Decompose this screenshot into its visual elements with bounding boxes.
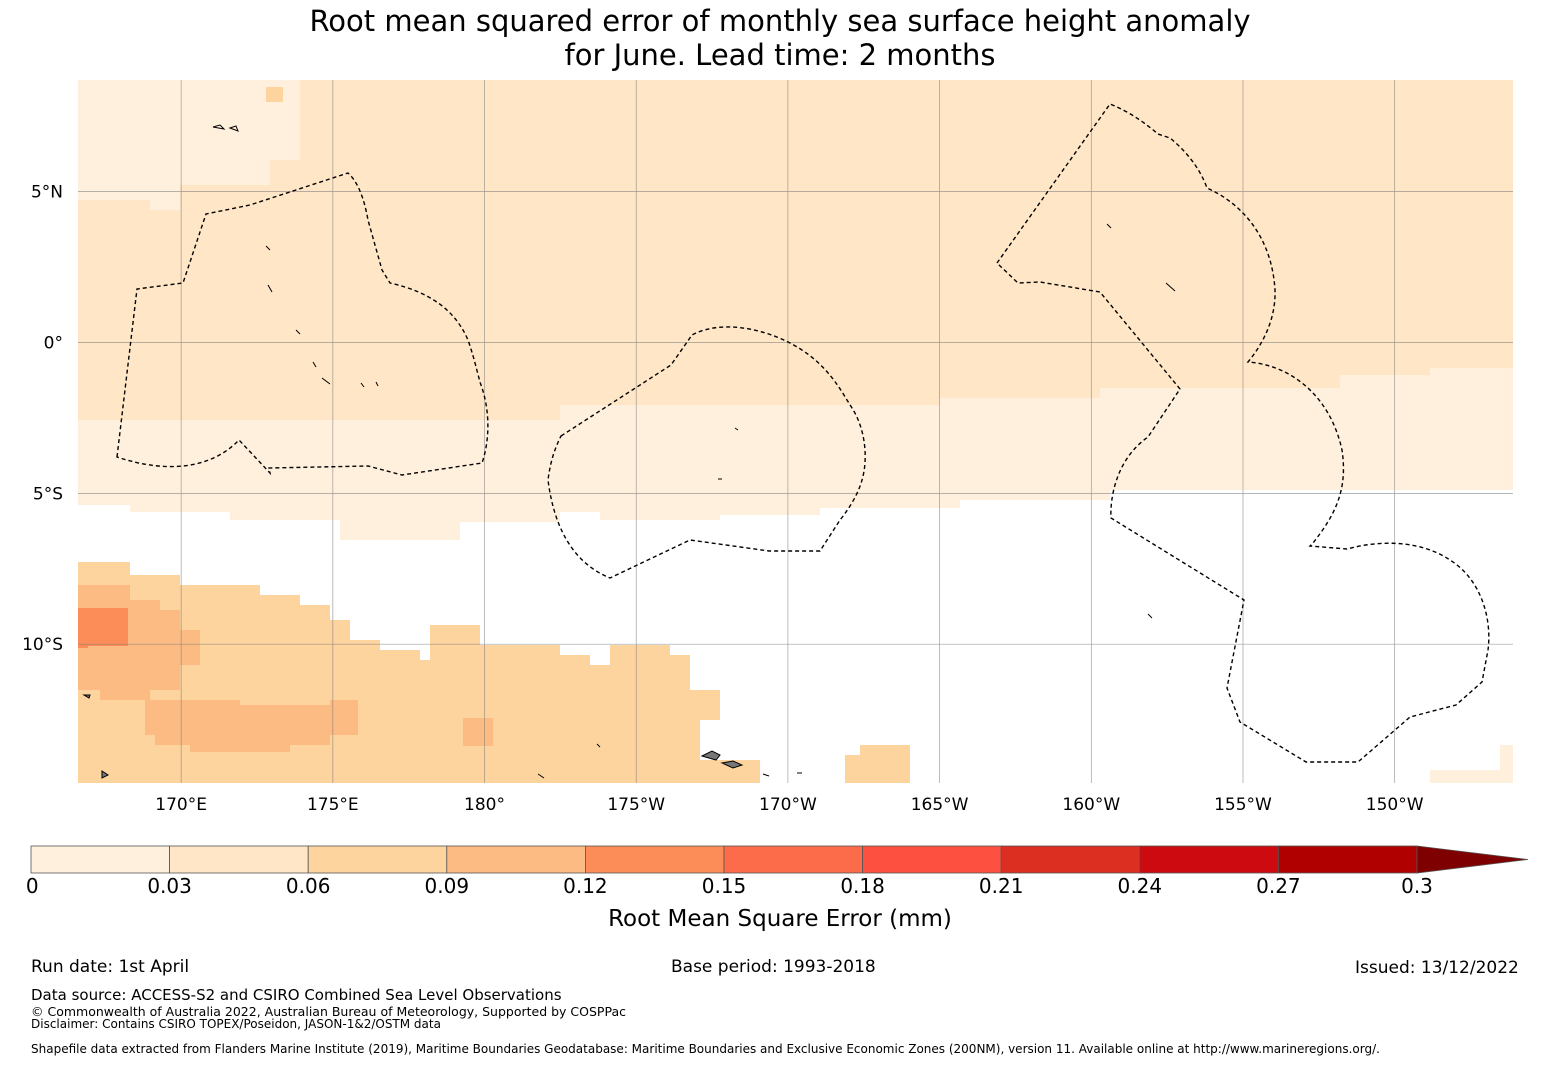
colorbar-segment: [862, 845, 1002, 874]
field-band-south: [78, 562, 760, 783]
island-1: [212, 124, 226, 130]
lon-tick-label: 180°: [464, 795, 505, 815]
colorbar-extend-arrow: [1416, 845, 1529, 874]
run-date: Run date: 1st April: [31, 957, 190, 977]
colorbar-tick-label: 0.21: [978, 874, 1024, 898]
island-17: [596, 743, 601, 748]
gridlines: [78, 80, 1513, 783]
island-13: [1165, 282, 1176, 292]
island-samoa: [700, 750, 744, 769]
field-band-equatorial: [78, 368, 1513, 540]
lon-tick-label: 170°W: [759, 795, 817, 815]
rmse-field: [78, 80, 1513, 783]
shapefile-credit: Shapefile data extracted from Flanders M…: [31, 1042, 1380, 1056]
colorbar-segment: [585, 845, 725, 874]
colorbar-segment: [1278, 845, 1418, 874]
colorbar-label: Root Mean Square Error (mm): [608, 906, 952, 932]
lon-tick-label: 165°W: [911, 795, 969, 815]
eez-boundaries: [116, 103, 1490, 763]
eez-boundary-east: [996, 103, 1490, 763]
colorbar-tick-label: 0.15: [701, 874, 747, 898]
field-patch-southeast-corner: [1430, 745, 1513, 783]
colorbar-tick-label: 0.03: [147, 874, 192, 898]
island-9: [375, 381, 379, 387]
title-line-1: Root mean squared error of monthly sea s…: [309, 4, 1251, 38]
island-5: [295, 329, 301, 335]
lon-tick-label: 175°E: [307, 795, 359, 815]
colorbar-segment: [723, 845, 864, 874]
lat-tick-label: 0°: [44, 333, 63, 353]
island-7: [321, 377, 331, 385]
field-patch-south-small: [463, 718, 493, 746]
lon-tick-label: 150°W: [1366, 795, 1424, 815]
colorbar-segment: [446, 845, 586, 874]
colorbar-tick-label: 0.09: [424, 874, 470, 898]
island-8: [360, 382, 365, 388]
data-source: Data source: ACCESS-S2 and CSIRO Combine…: [31, 986, 562, 1004]
island-15: [82, 694, 91, 699]
title-line-2: for June. Lead time: 2 months: [564, 38, 996, 72]
colorbar-segment: [169, 845, 309, 874]
island-4: [267, 284, 273, 293]
disclaimer: Disclaimer: Contains CSIRO TOPEX/Poseido…: [31, 1017, 441, 1031]
colorbar-tick-label: 0: [25, 874, 39, 898]
colorbar-tick-label: 0.24: [1117, 874, 1163, 898]
lon-tick-label: 155°W: [1214, 795, 1272, 815]
island-14: [1147, 613, 1153, 619]
island-18: [537, 773, 545, 779]
colorbar-segment: [30, 845, 171, 874]
colorbar-tick-label: 0.12: [563, 874, 608, 898]
field-patch-small-north: [266, 87, 283, 102]
colorbar-tick-label: 0.27: [1256, 874, 1301, 898]
island-2: [228, 125, 239, 132]
colorbar-segment: [1000, 845, 1141, 874]
field-patch-southeast: [845, 745, 910, 783]
lon-tick-label: 160°W: [1062, 795, 1120, 815]
lat-tick-label: 5°N: [31, 183, 63, 203]
field-band-north: [78, 80, 1513, 420]
colorbar-tick-label: 0.3: [1401, 874, 1433, 898]
island-3: [265, 245, 271, 251]
issued-date: Issued: 13/12/2022: [1355, 958, 1519, 978]
chart-title: Root mean squared error of monthly sea s…: [230, 4, 1330, 72]
lon-tick-label: 175°W: [607, 795, 665, 815]
copyright: © Commonwealth of Australia 2022, Austra…: [31, 1004, 626, 1019]
base-period: Base period: 1993-2018: [671, 957, 876, 977]
colorbar-tick-label: 0.18: [840, 874, 885, 898]
colorbar: [30, 845, 1529, 874]
colorbar-tick-label: 0.06: [285, 874, 331, 898]
lat-tick-label: 5°S: [33, 484, 63, 504]
island-16: [101, 770, 109, 779]
island-10: [734, 427, 739, 431]
island-12: [1106, 223, 1112, 229]
field-patch-southwest: [78, 585, 358, 752]
islands: [82, 124, 1176, 779]
eez-boundary-west: [116, 172, 489, 476]
lat-tick-label: 10°S: [22, 635, 63, 655]
eez-boundary-central: [547, 326, 866, 579]
colorbar-segment: [307, 845, 448, 874]
field-patch-northwest: [78, 80, 300, 210]
colorbar-segment: [1139, 845, 1279, 874]
island-6: [312, 361, 317, 368]
island-19: [762, 773, 770, 777]
lon-tick-label: 170°E: [155, 795, 207, 815]
axis-labels: 170°E 175°E 180° 175°W 170°W 165°W 160°W 155°W 1…: [22, 183, 1424, 815]
field-patch-west-edge: [78, 608, 88, 648]
